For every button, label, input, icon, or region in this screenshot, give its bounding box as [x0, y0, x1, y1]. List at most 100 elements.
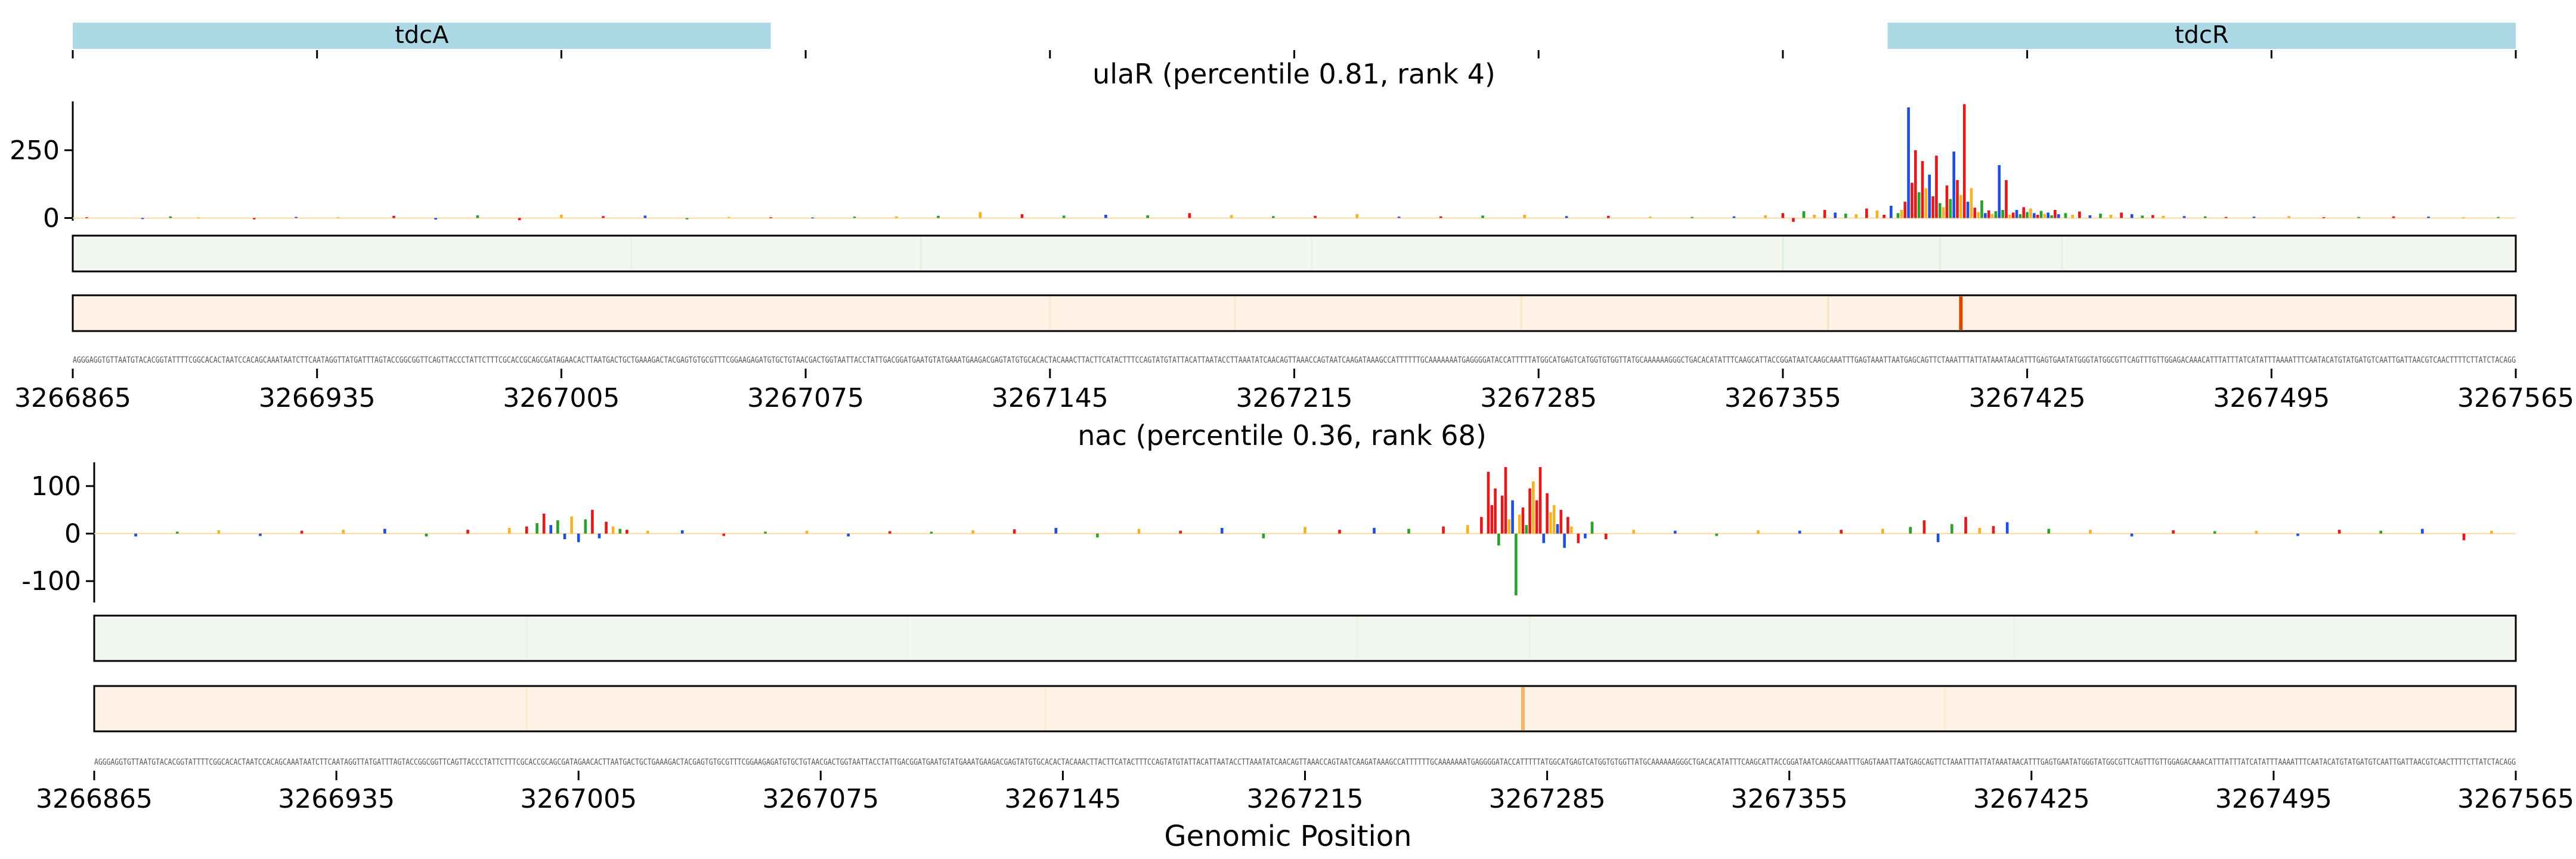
attribution-bar	[134, 533, 137, 537]
attribution-bar	[591, 509, 594, 534]
attribution-bar	[1980, 200, 1983, 218]
attribution-bar	[1528, 488, 1531, 534]
attribution-bar	[2029, 208, 2032, 218]
attribution-bar	[811, 217, 815, 219]
attribution-bar	[1945, 185, 1949, 218]
track-orange-mark	[525, 687, 528, 730]
x-tick-label: 3267145	[1004, 784, 1121, 814]
attribution-bar	[1146, 215, 1150, 218]
attribution-bar	[253, 218, 256, 220]
attribution-bar	[217, 530, 221, 534]
attribution-bar	[577, 533, 580, 542]
attribution-bar	[1964, 517, 1967, 534]
attribution-bar	[392, 215, 395, 218]
attribution-bar	[1355, 214, 1359, 218]
track-orange-marks	[525, 687, 1946, 730]
attribution-bar	[685, 218, 689, 220]
attribution-bar	[570, 516, 573, 534]
track-orange-mark	[1044, 687, 1047, 730]
attribution-bar	[979, 212, 982, 218]
attribution-bar	[1137, 529, 1141, 534]
x-tick-label: 3267005	[503, 383, 620, 413]
attribution-bar	[1262, 533, 1265, 539]
attribution-bar	[2011, 212, 2015, 218]
attribution-bar	[1565, 216, 1568, 218]
track-green-mark	[1355, 617, 1358, 660]
attribution-bar	[2057, 214, 2060, 218]
attribution-bar	[1504, 466, 1507, 534]
attribution-bar	[1096, 533, 1099, 537]
track-orange-mark	[1048, 296, 1051, 330]
track-orange-mark	[1234, 296, 1237, 330]
track-green	[72, 234, 2517, 273]
attribution-bar	[722, 533, 726, 536]
x-tick-label: 3267355	[1724, 383, 1841, 413]
x-tick-label: 3267565	[2457, 383, 2574, 413]
attribution-bar	[769, 217, 772, 218]
attribution-bar	[2005, 522, 2009, 534]
attribution-bar	[1487, 471, 1490, 534]
attribution-bar	[549, 525, 553, 534]
attribution-bar	[1577, 533, 1580, 543]
attribution-bar	[1938, 203, 1942, 218]
attribution-bar	[1104, 215, 1107, 218]
attribution-bar	[1813, 215, 1816, 218]
track-green-mark	[906, 617, 909, 660]
track-green-marks	[525, 617, 2015, 660]
attribution-bar	[2018, 214, 2022, 218]
attribution-bar	[2497, 217, 2500, 218]
attribution-bar	[2130, 533, 2134, 537]
attribution-bar	[1481, 215, 1484, 218]
attribution-bar	[727, 217, 730, 218]
y-tick-label: 0	[43, 203, 60, 233]
attribution-bar	[597, 533, 601, 539]
attribution-bar	[1792, 218, 1795, 222]
attribution-bar	[1883, 215, 1885, 218]
attribution-bar	[2022, 207, 2026, 218]
attribution-bar	[1844, 214, 1847, 218]
track-green-mark	[1528, 617, 1531, 660]
attribution-bar	[2252, 217, 2256, 218]
attribution-bar	[1494, 488, 1497, 534]
attribution-bar	[2078, 211, 2081, 218]
track-green-mark	[525, 617, 528, 660]
gene-box	[73, 23, 771, 49]
attribution-bar	[2008, 215, 2011, 218]
attribution-bar	[1535, 500, 1538, 534]
x-tick-label: 3267565	[2457, 784, 2574, 814]
attribution-bar	[1525, 525, 1528, 534]
attribution-bar	[1900, 209, 1903, 218]
attribution-bar	[1507, 519, 1511, 534]
x-tick-label: 3267285	[1489, 784, 1606, 814]
track-green-mark	[630, 237, 633, 270]
attribution-bar	[1936, 533, 1940, 542]
attribution-bar	[1962, 104, 1966, 218]
attribution-bar	[2043, 214, 2046, 218]
attribution-bar	[584, 519, 587, 534]
attribution-bar	[1338, 530, 1341, 534]
track-green	[93, 614, 2517, 662]
x-tick-label: 3266935	[259, 383, 376, 413]
attribution-bar	[1566, 517, 1569, 534]
attribution-bar	[2046, 212, 2050, 218]
attribution-bar	[1764, 215, 1767, 218]
attribution-bar	[1054, 527, 1058, 534]
attribution-bar	[605, 521, 608, 534]
attribution-bar	[1928, 174, 1931, 218]
attribution-bar	[618, 529, 622, 534]
attribution-bar	[542, 514, 546, 534]
track-green-mark	[1781, 237, 1784, 270]
x-tick-label: 3267495	[2215, 784, 2332, 814]
attribution-bar	[2322, 217, 2326, 218]
track-orange	[72, 294, 2517, 332]
attribution-bar	[1978, 527, 1981, 534]
attribution-bar	[2255, 530, 2258, 534]
attribution-bar	[507, 527, 511, 534]
attribution-bar	[1649, 217, 1652, 218]
attribution-bar	[2224, 217, 2228, 218]
x-tick-label: 3267075	[747, 383, 864, 413]
attribution-bar	[805, 530, 809, 534]
attribution-bar	[1397, 217, 1401, 218]
attribution-bar	[2005, 180, 2008, 218]
attribution-bar	[1935, 155, 1938, 218]
